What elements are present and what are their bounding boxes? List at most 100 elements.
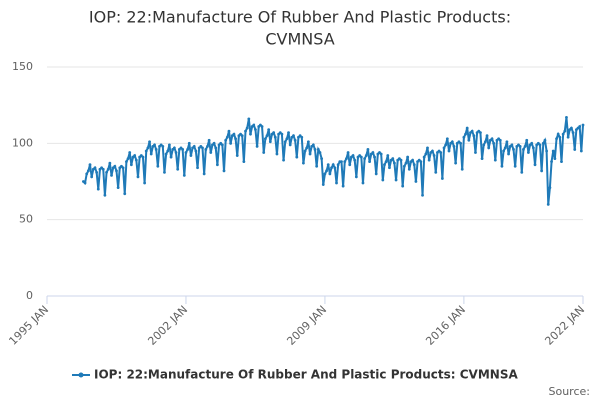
data-point [247,117,251,121]
data-point [442,146,446,150]
data-point [348,163,352,167]
data-point [383,163,386,167]
data-point [404,161,408,165]
data-point [353,158,357,162]
legend-marker [78,372,84,378]
data-point [101,167,105,171]
data-point [364,154,368,157]
data-point [445,137,449,141]
data-point [105,170,108,174]
data-point [462,135,466,139]
data-point [161,144,165,148]
data-point [232,132,236,136]
data-point [235,154,239,157]
source: Source: [549,385,591,398]
data-point [527,151,530,154]
data-point [525,138,529,142]
data-point [318,151,322,154]
data-point [341,184,345,188]
data-point [483,140,487,144]
data-point [93,166,97,170]
chart-title: IOP: 22:Manufacture Of Rubber And Plasti… [89,8,511,27]
data-point [215,163,219,167]
data-point [146,146,150,150]
data-point [249,132,252,136]
data-point [412,163,416,167]
data-point [187,141,191,145]
data-point [391,157,395,161]
y-tick-label: 100 [12,136,33,149]
data-point [427,158,431,162]
data-point [86,169,90,173]
data-point [366,148,370,151]
data-point [305,146,309,150]
data-point [414,180,418,183]
data-point [113,164,117,168]
data-point [136,175,140,179]
data-point [498,138,502,142]
data-point [315,164,319,168]
data-point [540,169,544,173]
data-point [133,154,137,157]
data-point [163,170,166,174]
data-point [265,134,269,138]
data-point [287,131,290,135]
data-point [103,193,107,197]
data-point [227,129,231,133]
data-point [169,155,173,159]
data-point [492,141,496,145]
data-point [505,140,509,144]
data-point [422,155,426,159]
data-point [263,137,267,141]
data-point [467,138,471,142]
data-point [201,146,204,150]
data-point [182,173,186,177]
data-point [482,143,486,147]
data-point [333,166,337,170]
data-point [280,132,284,136]
data-point [454,161,458,165]
data-point [548,186,552,190]
data-point [126,157,130,161]
data-point [106,167,110,171]
data-point [386,154,390,157]
data-point [186,148,190,151]
y-tick-label: 0 [26,289,33,302]
data-point [460,167,464,171]
data-point [563,129,567,133]
legend: IOP: 22:Manufacture Of Rubber And Plasti… [72,368,518,382]
data-point [254,128,257,131]
data-point [316,148,320,151]
data-point [90,175,94,179]
data-point [323,172,327,176]
data-point [566,135,570,139]
data-point [224,138,228,142]
data-point [115,169,118,173]
series-line [82,117,584,205]
data-point [432,154,436,157]
data-point [401,184,405,188]
data-point [493,158,497,162]
data-point [308,152,312,156]
data-point [531,146,535,150]
data-point [556,132,560,136]
data-point [570,126,573,130]
data-point [551,149,555,153]
data-point [184,151,188,154]
x-tick-label: 2016 JAN [423,303,468,348]
data-point [374,172,378,176]
data-point [424,152,428,156]
data-point [421,193,424,197]
chart-subtitle: CVMNSA [265,30,334,49]
data-point [465,126,469,130]
data-point [116,186,120,190]
data-point [196,166,199,170]
data-point [474,151,477,154]
data-point [283,140,287,144]
data-point [558,135,562,139]
data-point [168,143,171,147]
data-point [359,155,363,159]
data-point [260,125,264,128]
data-point [128,151,132,154]
data-point [96,187,100,191]
